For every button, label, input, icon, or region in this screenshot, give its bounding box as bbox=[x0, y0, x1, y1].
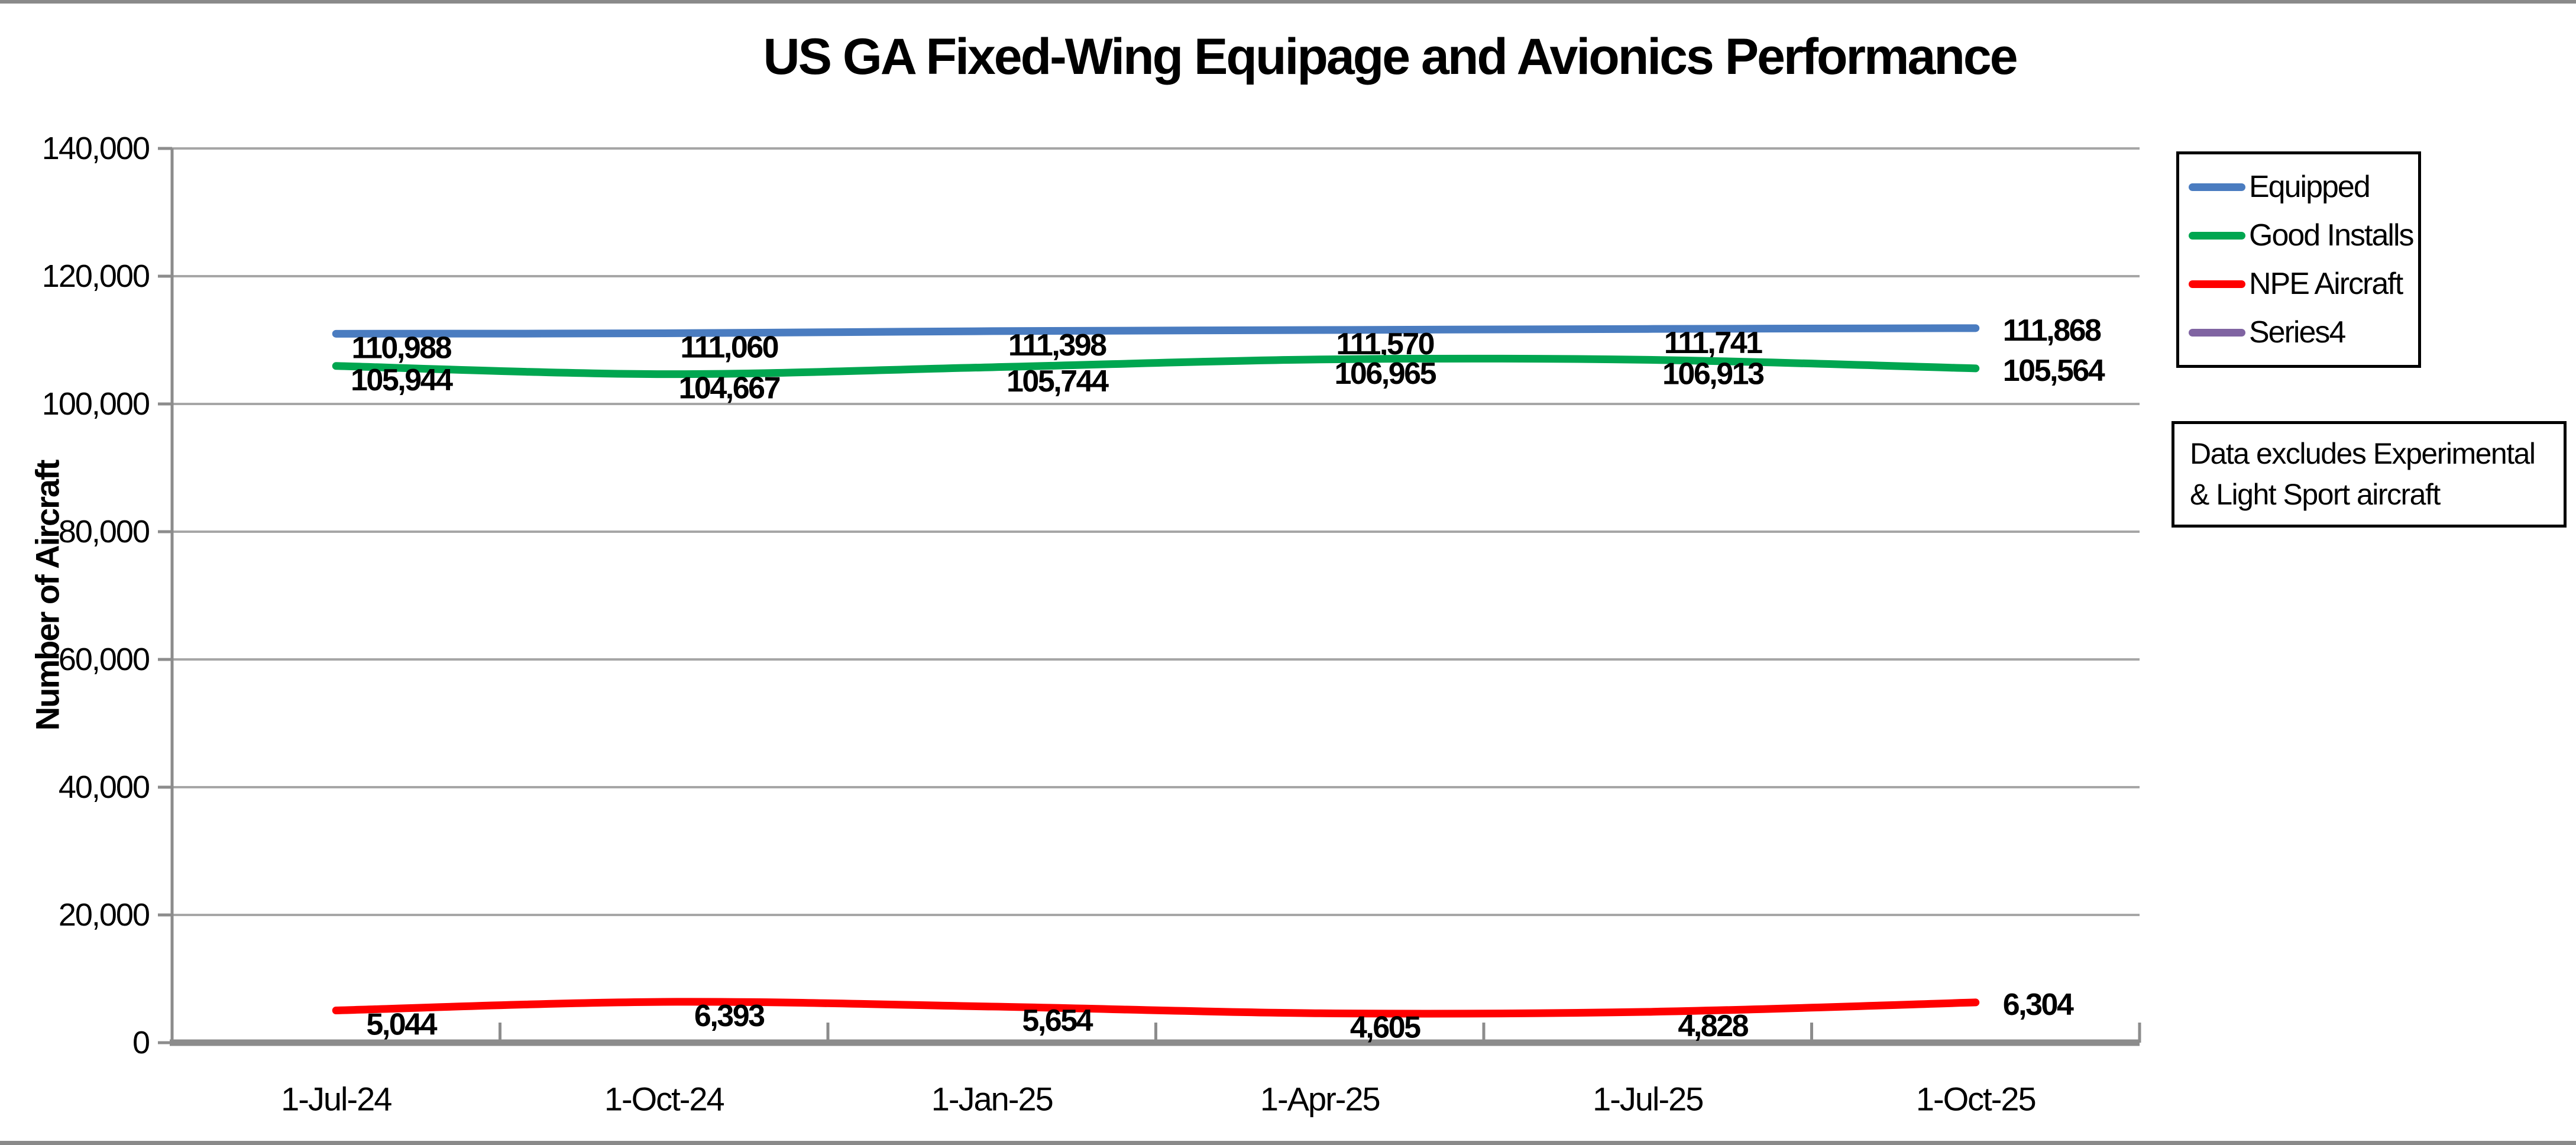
legend-item-npe-aircraft: NPE Aircraft bbox=[2189, 266, 2418, 302]
data-label: 111,398 bbox=[1008, 328, 1106, 363]
data-label: 106,965 bbox=[1335, 357, 1436, 391]
data-labels-npe-aircraft: 5,044 6,393 5,654 4,605 4,828 6,304 bbox=[366, 988, 2075, 1044]
annotation-box: Data excludes Experimental & Light Sport… bbox=[2172, 421, 2567, 528]
x-tick-label: 1-Oct-24 bbox=[604, 1081, 724, 1118]
legend-item-equipped: Equipped bbox=[2189, 169, 2418, 205]
data-label: 6,393 bbox=[694, 999, 765, 1033]
legend-swatch-equipped bbox=[2189, 183, 2245, 191]
y-tick-label: 120,000 bbox=[42, 258, 149, 294]
y-tick-label: 140,000 bbox=[42, 131, 149, 166]
legend-swatch-npe-aircraft bbox=[2189, 280, 2245, 288]
data-label: 5,654 bbox=[1022, 1004, 1093, 1038]
x-tick-label: 1-Jul-25 bbox=[1593, 1081, 1703, 1118]
x-tick-label: 1-Apr-25 bbox=[1260, 1081, 1380, 1118]
x-tick-label: 1-Jan-25 bbox=[931, 1081, 1053, 1118]
data-label: 4,828 bbox=[1678, 1009, 1748, 1043]
data-label: 111,741 bbox=[1664, 326, 1762, 360]
series-line-good-installs bbox=[332, 354, 1980, 379]
data-label: 110,988 bbox=[351, 331, 451, 365]
data-label: 5,044 bbox=[366, 1008, 437, 1042]
gridlines bbox=[172, 147, 2140, 916]
axes: 0 20,000 40,000 60,000 80,000 100,000 120,000 1… bbox=[42, 131, 2141, 1118]
y-tick-label: 20,000 bbox=[59, 897, 149, 933]
annotation-text: Data excludes Experimental & Light Sport… bbox=[2190, 437, 2536, 511]
legend-swatch-series4 bbox=[2189, 328, 2245, 337]
data-label: 105,744 bbox=[1007, 364, 1109, 399]
bottom-gray-strip bbox=[0, 1141, 2576, 1145]
data-label: 104,667 bbox=[679, 371, 780, 406]
y-tick-label: 100,000 bbox=[42, 386, 149, 422]
series-line-equipped bbox=[332, 324, 1980, 338]
legend-swatch-good-installs bbox=[2189, 231, 2245, 240]
data-label: 105,564 bbox=[2003, 354, 2105, 388]
legend-label-series4: Series4 bbox=[2249, 315, 2346, 350]
top-gray-strip bbox=[0, 0, 2576, 4]
data-label: 106,913 bbox=[1662, 357, 1764, 391]
legend-item-good-installs: Good Installs bbox=[2189, 218, 2418, 253]
data-labels-good-installs: 105,944 104,667 105,744 106,965 106,913 105,5… bbox=[351, 354, 2106, 406]
data-label: 4,605 bbox=[1350, 1010, 1420, 1044]
x-tick-label: 1-Jul-24 bbox=[281, 1081, 391, 1118]
legend: Equipped Good Installs NPE Aircraft Series4 bbox=[2176, 151, 2421, 368]
data-label: 111,868 bbox=[2003, 313, 2101, 348]
data-label: 6,304 bbox=[2003, 988, 2074, 1022]
legend-label-equipped: Equipped bbox=[2249, 170, 2371, 204]
x-tick-label: 1-Oct-25 bbox=[1916, 1081, 2035, 1118]
chart-title: US GA Fixed-Wing Equipage and Avionics P… bbox=[763, 28, 2018, 85]
y-tick-label: 0 bbox=[132, 1025, 149, 1060]
series-line-npe-aircraft bbox=[332, 998, 1980, 1018]
y-tick-label: 60,000 bbox=[59, 642, 149, 677]
y-tick-label: 80,000 bbox=[59, 514, 149, 549]
data-label: 105,944 bbox=[351, 363, 453, 397]
data-label: 111,060 bbox=[680, 331, 778, 365]
legend-label-good-installs: Good Installs bbox=[2249, 218, 2414, 253]
legend-item-series4: Series4 bbox=[2189, 315, 2418, 350]
y-tick-label: 40,000 bbox=[59, 769, 149, 805]
legend-label-npe-aircraft: NPE Aircraft bbox=[2249, 267, 2403, 301]
data-labels-equipped: 110,988 111,060 111,398 111,570 111,741 111,8… bbox=[351, 313, 2102, 366]
